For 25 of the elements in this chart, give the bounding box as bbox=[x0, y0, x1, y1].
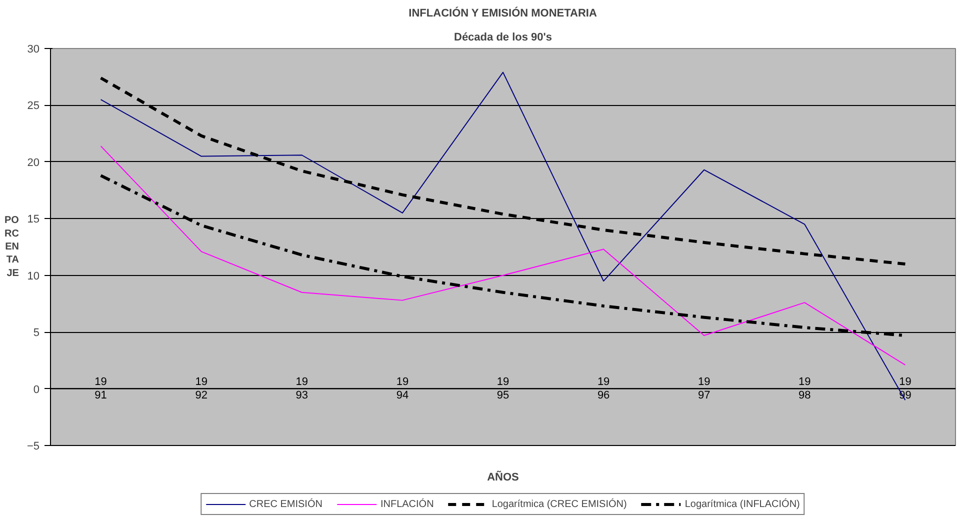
y-tick-label: 0 bbox=[33, 384, 40, 396]
y-axis-title: PORCENTAJE bbox=[4, 215, 20, 279]
legend-label: INFLACIÓN bbox=[380, 498, 434, 510]
x-axis-title: AÑOS bbox=[487, 470, 519, 484]
x-tick-label: 1991 bbox=[94, 376, 107, 402]
chart-subtitle: Década de los 90's bbox=[454, 32, 552, 44]
x-tick-label: 1992 bbox=[195, 376, 208, 402]
x-tick-label: 1994 bbox=[396, 376, 409, 402]
chart-title: INFLACIÓN Y EMISIÓN MONETARIA bbox=[408, 6, 597, 20]
y-tick-label: 20 bbox=[27, 156, 40, 169]
legend-label: CREC EMISIÓN bbox=[249, 498, 322, 510]
y-tick-label: 10 bbox=[27, 270, 40, 282]
y-tick-label: 5 bbox=[33, 327, 40, 340]
x-tick-label: 1997 bbox=[698, 376, 710, 402]
y-tick-label: 25 bbox=[27, 100, 40, 112]
y-tick-label: −5 bbox=[26, 440, 40, 452]
x-tick-label: 1993 bbox=[296, 376, 308, 402]
y-tick-label: 30 bbox=[27, 44, 40, 56]
x-tick-label: 1995 bbox=[496, 376, 510, 402]
legend-label: Logarítmica (INFLACIÓN) bbox=[684, 498, 800, 510]
x-tick-label: 1996 bbox=[597, 376, 610, 402]
legend-label: Logarítmica (CREC EMISIÓN) bbox=[492, 498, 627, 510]
x-tick-label: 1998 bbox=[798, 376, 811, 402]
line-series bbox=[100, 146, 906, 366]
y-tick-label: 15 bbox=[27, 214, 40, 226]
